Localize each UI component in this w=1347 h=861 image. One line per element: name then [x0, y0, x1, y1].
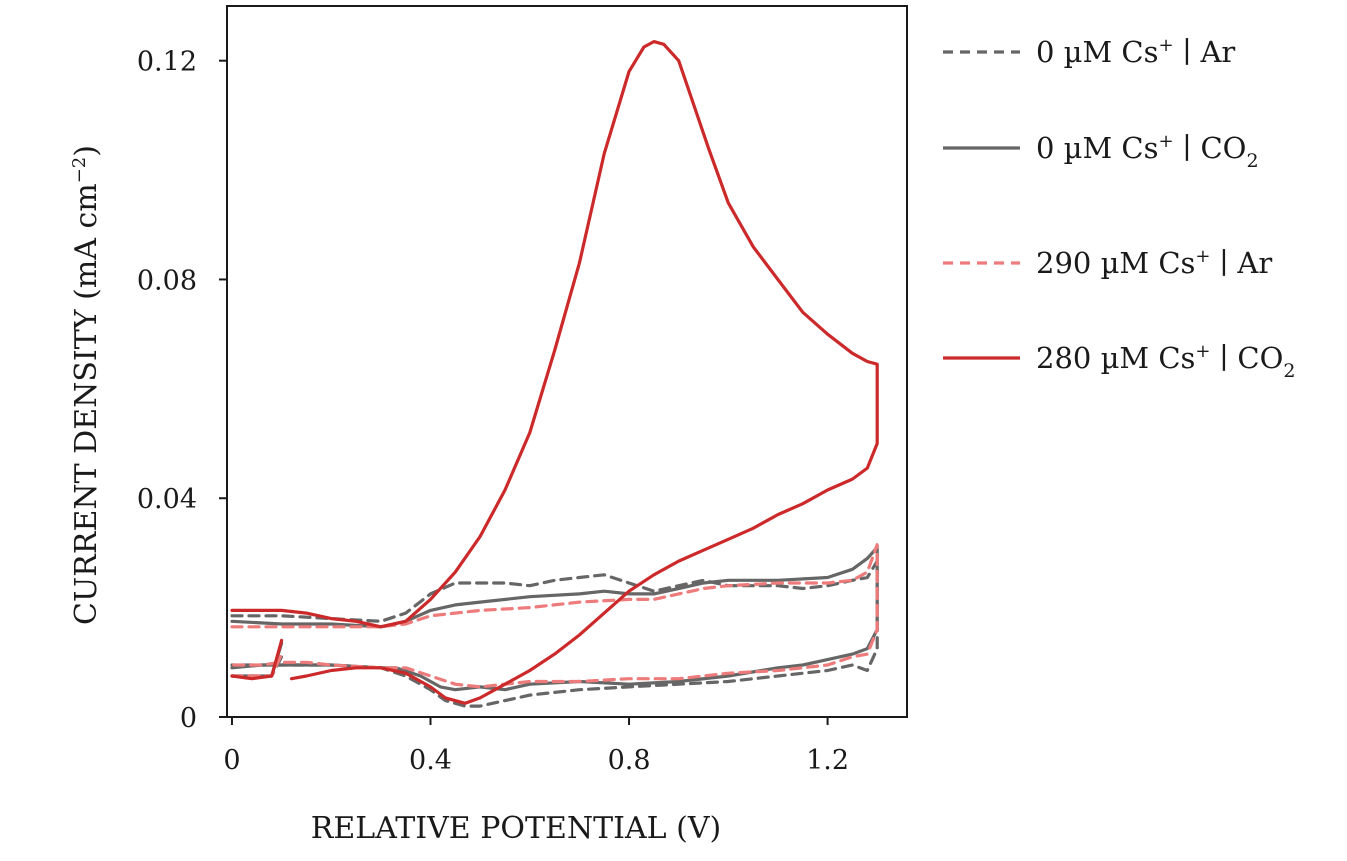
y-axis-ticks: 0 0.04 0.08 0.12	[137, 47, 227, 734]
x-tick-label: 1.2	[806, 745, 849, 776]
legend-label-sub: 2	[1283, 360, 1295, 382]
legend-label: 0 µM Cs+ ∣ Ar	[1036, 35, 1235, 69]
y-axis-title: CURRENT DENSITY (mA cm−2)	[69, 145, 104, 625]
legend-label-sub: 2	[1246, 150, 1258, 172]
legend-label-gas: ∣ CO	[1211, 341, 1284, 375]
legend-label-gas: ∣ Ar	[1211, 246, 1273, 280]
y-axis-title-sup: −2	[69, 157, 90, 184]
y-tick-label: 0.04	[137, 484, 197, 515]
series-line-0-m-cs-ar-0	[230, 559, 879, 708]
y-axis-title-end: )	[69, 145, 104, 157]
x-tick-label: 0	[223, 745, 240, 776]
legend-label-sup: +	[1159, 131, 1174, 152]
x-axis-ticks: 0 0.4 0.8 1.2	[223, 717, 849, 776]
legend-label-sup: +	[1195, 341, 1210, 362]
x-axis-title: RELATIVE POTENTIAL (V)	[311, 811, 721, 846]
legend-label-main: 290 µM Cs	[1036, 246, 1195, 280]
y-tick-label: 0.12	[137, 47, 197, 78]
legend-label: 280 µM Cs+ ∣ CO2	[1036, 341, 1295, 382]
y-axis-title-main: CURRENT DENSITY (mA cm	[69, 183, 104, 625]
x-tick-label: 0.4	[409, 745, 452, 776]
plot-frame	[226, 5, 908, 718]
legend-label-sup: +	[1159, 35, 1174, 56]
y-tick-label: 0.08	[137, 265, 197, 296]
series-line-280-m-cs-co2-0	[230, 40, 879, 705]
legend-label: 290 µM Cs+ ∣ Ar	[1036, 246, 1272, 280]
series-line-280-m-cs-co2-1	[230, 638, 284, 681]
y-tick-label: 0	[180, 703, 197, 734]
legend-label-main: 280 µM Cs	[1036, 341, 1195, 375]
x-tick-label: 0.8	[608, 745, 651, 776]
legend-label-main: 0 µM Cs	[1036, 131, 1159, 165]
series-line-290-m-cs-ar-0	[230, 543, 879, 689]
legend-label-gas: ∣ Ar	[1174, 35, 1236, 69]
legend-label: 0 µM Cs+ ∣ CO2	[1036, 131, 1259, 172]
legend-label-gas: ∣ CO	[1174, 131, 1247, 165]
legend-label-sup: +	[1195, 246, 1210, 267]
legend-label-main: 0 µM Cs	[1036, 35, 1159, 69]
series-layer	[230, 40, 879, 708]
plot-area: 0 0.4 0.8 1.2 0 0.04 0.08 0.12	[137, 5, 908, 776]
